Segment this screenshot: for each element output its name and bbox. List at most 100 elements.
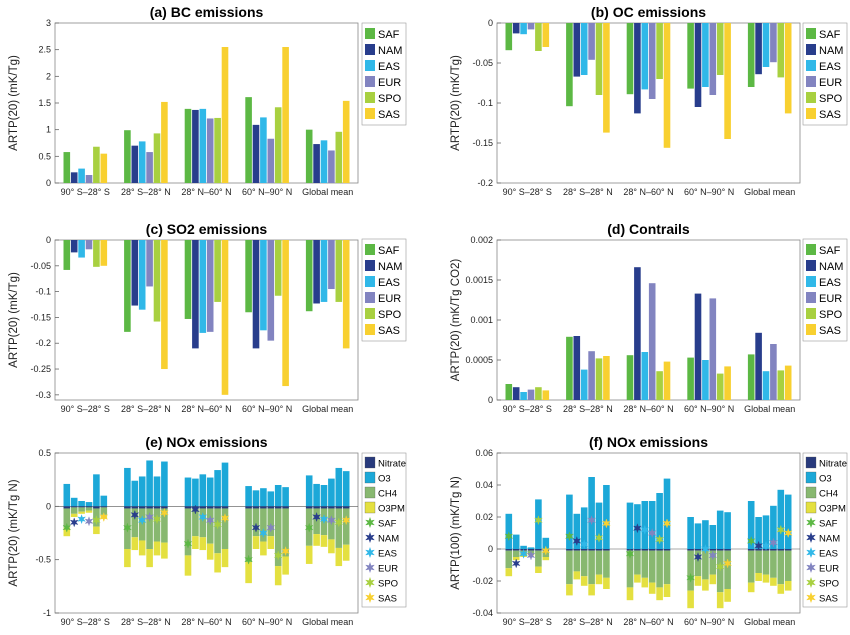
bar-nitrate xyxy=(320,506,328,509)
bar-ch4 xyxy=(702,550,709,580)
bar-nitrate xyxy=(100,506,108,508)
legend-label: SAS xyxy=(819,109,841,121)
bar-o3pm xyxy=(206,543,214,560)
bar-ch4 xyxy=(694,550,702,577)
bar-o3 xyxy=(709,525,717,549)
bar-saf xyxy=(184,240,192,319)
bar-o3 xyxy=(588,477,595,549)
bar-spo xyxy=(274,107,282,183)
legend-label: SAF xyxy=(819,519,838,530)
bar-ch4 xyxy=(512,550,520,557)
bar-saf xyxy=(505,384,513,400)
bar-nitrate xyxy=(260,506,267,509)
bar-eur xyxy=(85,240,93,250)
bar-ch4 xyxy=(595,550,603,575)
plot-frame xyxy=(54,22,359,184)
bar-o3pm xyxy=(724,589,731,602)
net-marker-nam xyxy=(251,522,261,533)
y-tick-label: 0 xyxy=(488,18,493,28)
bar-ch4 xyxy=(687,550,694,591)
legend-star-saf xyxy=(806,516,816,529)
bar-o3 xyxy=(595,502,603,549)
legend-label: Nitrate xyxy=(819,459,847,470)
bar-eur xyxy=(146,240,153,287)
bar-o3pm xyxy=(709,574,717,585)
bar-ch4 xyxy=(153,508,161,542)
net-marker-sas xyxy=(160,507,169,518)
y-tick-label: -0.05 xyxy=(472,58,493,68)
bar-saf xyxy=(245,97,252,183)
net-marker-saf xyxy=(565,531,574,542)
y-tick-label: 2 xyxy=(46,71,51,81)
bar-o3 xyxy=(85,502,93,507)
bar-spo xyxy=(274,240,282,296)
bar-eur xyxy=(770,23,777,63)
y-tick-label: 0.5 xyxy=(38,151,51,161)
legend: SAF NAM EAS EUR SPO SAS xyxy=(361,238,407,342)
bar-o3pm xyxy=(320,535,328,547)
bar-saf xyxy=(566,336,573,400)
bar-ch4 xyxy=(663,550,671,585)
bar-eas xyxy=(641,352,649,400)
panel-a: (a) BC emissions 0 0.5 1 1.5 2 2.5 3 ARTP(20) (m… xyxy=(8,4,407,197)
net-marker-eas xyxy=(77,514,86,525)
panel-c: (c) SO2 emissions 0 -0.05 -0.1 -0.15 -0.2 -0.2… xyxy=(8,221,407,414)
y-tick-label: -1 xyxy=(43,608,51,618)
legend-label: SAS xyxy=(819,325,841,337)
net-marker-eur xyxy=(205,515,215,526)
y-tick-label: 0.5 xyxy=(38,448,51,458)
bar-spo xyxy=(335,131,343,183)
bar-o3 xyxy=(252,490,260,507)
bar-saf xyxy=(747,23,755,87)
y-tick-label: 0.0005 xyxy=(465,355,493,365)
x-tick-label: 28° N–60° N xyxy=(181,404,231,414)
bar-ch4 xyxy=(580,550,588,577)
bar-eur xyxy=(527,389,535,400)
bar-eas xyxy=(580,369,588,400)
bar-ch4 xyxy=(252,508,260,537)
bar-o3 xyxy=(342,471,350,507)
bar-sas xyxy=(161,101,168,183)
bar-eas xyxy=(762,23,770,67)
net-marker-nam xyxy=(693,551,703,563)
panel-title: (a) BC emissions xyxy=(150,4,264,20)
bar-o3 xyxy=(762,515,770,549)
bar-nitrate xyxy=(527,549,535,551)
bar-ch4 xyxy=(747,550,755,583)
x-tick-label: 28° S–28° N xyxy=(121,404,171,414)
bar-nitrate xyxy=(335,506,343,509)
bar-nitrate xyxy=(252,506,260,509)
bar-o3pm xyxy=(603,577,610,589)
bar-nitrate xyxy=(634,549,641,551)
bar-ch4 xyxy=(214,508,221,554)
net-marker-sas xyxy=(99,511,109,523)
bar-nitrate xyxy=(78,506,85,508)
net-marker-eas xyxy=(519,548,528,559)
legend-swatch-eur xyxy=(806,76,816,87)
bar-saf xyxy=(505,23,513,51)
bar-ch4 xyxy=(648,550,656,583)
legend-swatch-eur xyxy=(365,292,375,303)
legend-star-spo xyxy=(806,576,816,589)
bar-o3pm xyxy=(762,574,770,583)
bar-o3 xyxy=(777,489,785,549)
bar-ch4 xyxy=(78,507,85,512)
bar-o3 xyxy=(274,485,282,507)
y-tick-label: 0.002 xyxy=(470,235,493,245)
bar-o3 xyxy=(138,476,146,507)
bar-eur xyxy=(709,23,717,95)
legend-swatch-sas xyxy=(806,324,816,335)
x-tick-label: 28° S–28° N xyxy=(563,404,613,414)
bar-o3pm xyxy=(252,536,260,549)
legend: SAF NAM EAS EUR SPO SAS xyxy=(361,22,407,126)
bar-o3pm xyxy=(663,584,671,597)
bar-eas xyxy=(762,371,770,400)
bar-nitrate xyxy=(184,506,192,509)
y-axis-label: ARTP(20) (mK/Tg N) xyxy=(8,479,20,586)
bar-eas xyxy=(78,240,85,258)
net-marker-eur xyxy=(266,522,276,533)
legend-swatch-nam xyxy=(365,260,375,271)
net-marker-spo xyxy=(594,532,604,543)
x-tick-label: 60° N–90° N xyxy=(684,617,734,627)
net-marker-eas xyxy=(198,511,208,523)
